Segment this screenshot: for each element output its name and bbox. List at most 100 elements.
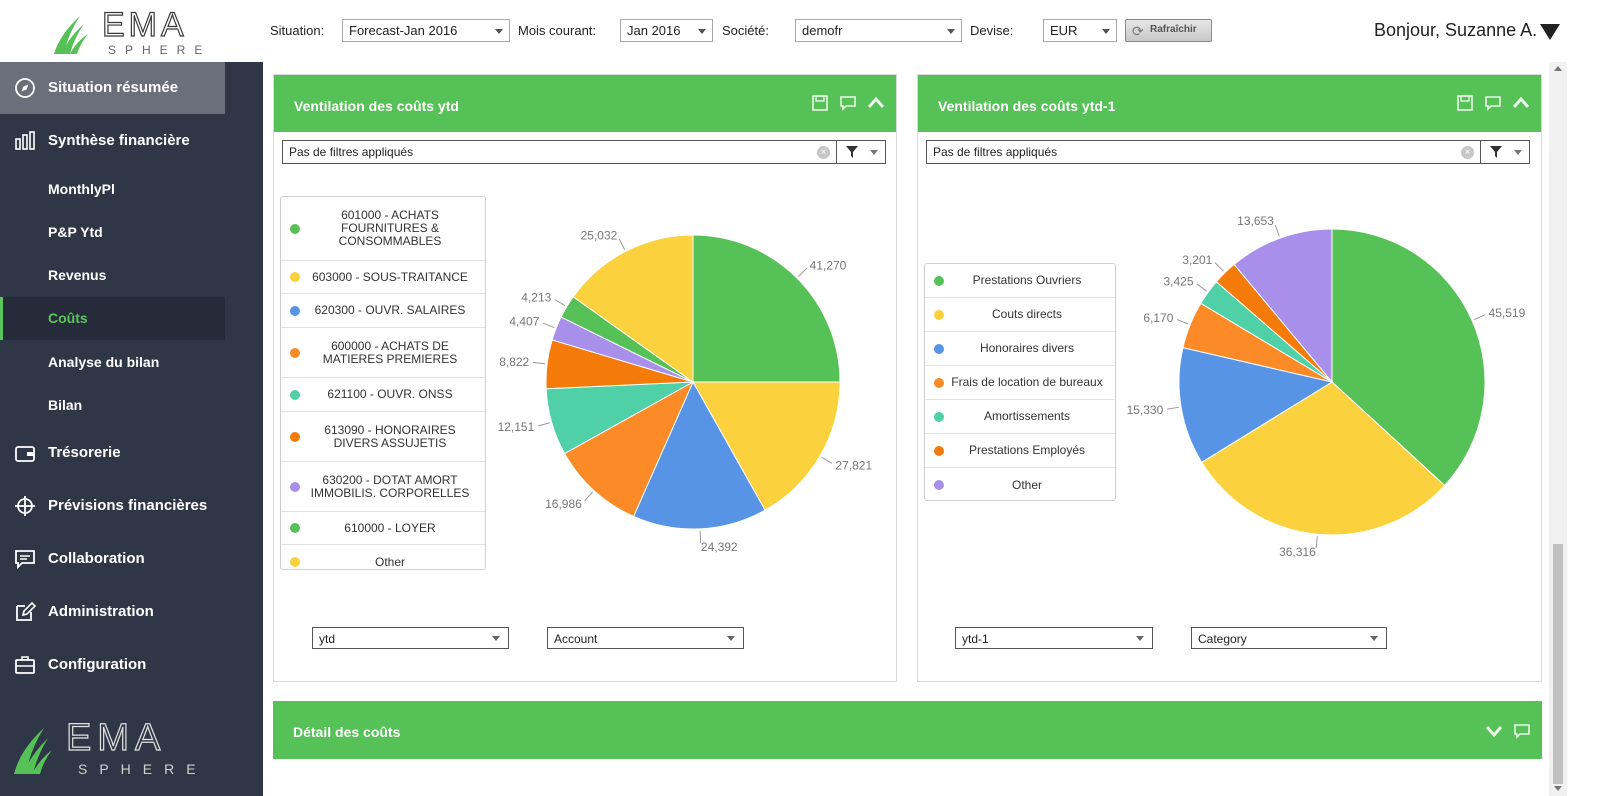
devise-value: EUR [1050,23,1078,38]
save-icon[interactable] [810,93,830,113]
pie-slice[interactable] [632,380,766,530]
clear-icon[interactable]: × [817,146,830,159]
period-select[interactable]: ytd-1 [955,627,1153,649]
legend-marker [290,481,300,492]
sidebar-item-monthlypl[interactable]: MonthlyPl [0,168,225,211]
pie-slice[interactable] [572,234,694,383]
legend-marker [290,305,300,316]
slice-value-label: 41,270 [810,258,847,272]
legend-item[interactable]: 601000 - ACHATS FOURNITURES & CONSOMMABL… [281,197,485,261]
sidebar-item-previsions-financieres[interactable]: Prévisions financières [0,480,225,532]
sidebar-item-configuration[interactable]: Configuration [0,639,225,691]
dimension-value: Account [554,632,598,646]
clear-icon[interactable]: × [1461,146,1474,159]
pie-slice[interactable] [1201,381,1446,536]
sidebar-item-situation-resumee[interactable]: Situation résumée [0,62,225,114]
chevron-up-icon[interactable] [866,93,886,113]
pie-chart-ytd: 41,270 27,821 24,392 16,986 12,151 8,822 4,407… [498,228,873,554]
chat-icon [15,550,35,570]
panel-header[interactable]: Détail des coûts [273,701,1542,759]
legend-marker [934,343,944,354]
pie-slice[interactable] [1331,228,1486,487]
legend-item[interactable]: Frais de location de bureaux [925,366,1115,400]
sidebar-item-label: Bilan [48,397,83,413]
slice-label-connector [1473,314,1486,321]
sidebar-item-couts[interactable]: Coûts [0,297,225,340]
chevron-up-icon[interactable] [1511,93,1531,113]
sidebar-item-tresorerie[interactable]: Trésorerie [0,427,225,479]
slice-value-label: 36,316 [1279,545,1316,559]
situation-select[interactable]: Forecast-Jan 2016 [342,19,510,42]
legend-item[interactable]: 630200 - DOTAT AMORT IMMOBILIS. CORPOREL… [281,462,485,512]
sidebar-item-collaboration[interactable]: Collaboration [0,533,225,585]
period-select[interactable]: ytd [312,627,509,649]
sidebar-item-pp-ytd[interactable]: P&P Ytd [0,211,225,254]
devise-select[interactable]: EUR [1043,19,1117,42]
user-greeting[interactable]: Bonjour, Suzanne A. [1374,20,1538,40]
legend-item[interactable]: Honoraires divers [925,332,1115,366]
user-menu-caret-icon[interactable] [1540,24,1560,40]
pie-slice[interactable] [1233,228,1333,384]
sidebar-item-bilan[interactable]: Bilan [0,384,225,427]
save-icon[interactable] [1455,93,1475,113]
legend-item[interactable]: 600000 - ACHATS DE MATIERES PREMIERES [281,328,485,378]
societe-select[interactable]: demofr [795,19,962,42]
legend-item[interactable]: Amortissements [925,400,1115,434]
vertical-scrollbar[interactable] [1549,62,1567,796]
sidebar-item-analyse-du-bilan[interactable]: Analyse du bilan [0,341,225,384]
slice-value-label: 25,032 [581,228,618,242]
legend-label: 600000 - ACHATS DE MATIERES PREMIERES [322,338,458,366]
legend-marker [290,431,300,442]
filter-dropdown-button[interactable] [836,140,886,164]
mois-select[interactable]: Jan 2016 [620,19,713,42]
scroll-thumb[interactable] [1553,544,1563,784]
scroll-up-icon[interactable] [1554,66,1562,71]
slice-value-label: 45,519 [1489,306,1526,320]
sidebar-item-synthese-financiere[interactable]: Synthèse financière [0,115,225,167]
legend-item[interactable]: Other [925,468,1115,502]
pie-slice[interactable] [563,380,695,518]
legend-item[interactable]: 621100 - OUVR. ONSS [281,378,485,412]
comment-icon[interactable] [838,93,858,113]
slice-value-label: 13,653 [1237,214,1274,228]
briefcase-icon [15,656,35,674]
filter-text: Pas de filtres appliqués [289,145,414,159]
legend-marker [290,223,300,234]
crosshair-icon [15,496,35,516]
filter-bar[interactable]: Pas de filtres appliqués × [282,140,837,164]
legend-item[interactable]: Prestations Ouvriers [925,264,1115,298]
legend-item[interactable]: 613090 - HONORAIRES DIVERS ASSUJETIS [281,412,485,462]
wallet-icon [15,446,35,462]
pie-slice[interactable] [1178,347,1334,464]
dimension-select[interactable]: Account [547,627,744,649]
refresh-button[interactable]: ⟳ Rafraîchir [1125,19,1212,42]
sidebar-item-administration[interactable]: Administration [0,586,225,638]
legend-item[interactable]: Other [281,545,485,579]
scroll-down-icon[interactable] [1554,786,1562,791]
pie-slice[interactable] [692,234,841,383]
sidebar-item-revenus[interactable]: Revenus [0,254,225,297]
slice-label-connector [1214,262,1224,272]
legend-label: 610000 - LOYER [344,520,436,535]
panel-couts-ytd-1: Ventilation des coûts ytd-1 Pas de filtr… [917,74,1542,682]
legend-item[interactable]: 620300 - OUVR. SALAIRES [281,294,485,328]
legend-item[interactable]: 603000 - SOUS-TRAITANCE [281,261,485,294]
pie-chart-ytd-1: 45,519 36,316 15,330 6,170 3,425 3,201 13,653 [1127,214,1526,559]
chevron-down-icon[interactable] [1484,721,1504,741]
slice-label-connector [1315,536,1318,549]
slice-value-label: 24,392 [701,540,738,554]
legend-item[interactable]: Prestations Employés [925,434,1115,468]
dimension-select[interactable]: Category [1191,627,1387,649]
legend-label: 613090 - HONORAIRES DIVERS ASSUJETIS [324,422,456,450]
devise-label: Devise: [970,23,1014,38]
comment-icon[interactable] [1512,721,1532,741]
legend-marker [290,557,300,567]
legend-item[interactable]: Couts directs [925,298,1115,332]
sidebar-item-label: Collaboration [48,550,145,567]
filter-dropdown-button[interactable] [1480,140,1530,164]
legend-item[interactable]: 610000 - LOYER [281,512,485,545]
slice-label-connector [797,267,808,277]
filter-bar[interactable]: Pas de filtres appliqués × [926,140,1481,164]
pie-slice[interactable] [692,381,841,511]
comment-icon[interactable] [1483,93,1503,113]
